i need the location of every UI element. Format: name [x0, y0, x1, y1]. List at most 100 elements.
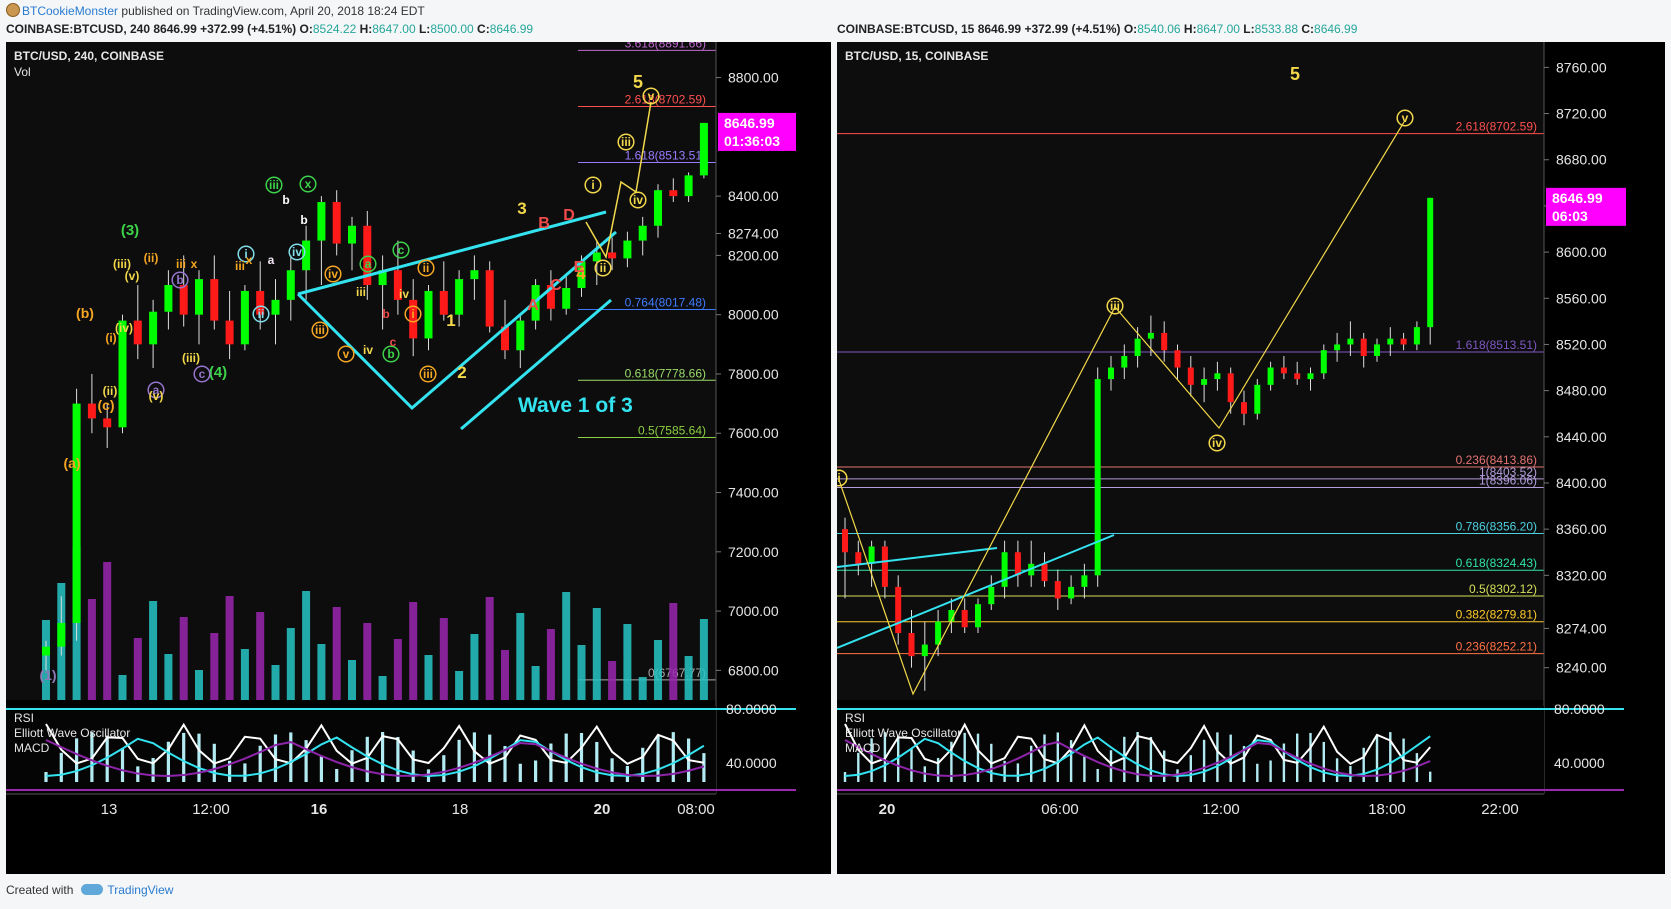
signal-line	[844, 739, 1431, 777]
wedge-upper	[297, 210, 607, 296]
price-axis-label: 8274.00	[728, 225, 779, 241]
wave-circle	[1106, 297, 1124, 315]
candle-body	[1294, 373, 1301, 380]
wave-label: x	[246, 253, 253, 267]
wave-circle	[404, 305, 422, 323]
wave-circle	[419, 365, 437, 383]
candle-body	[302, 240, 311, 271]
volume-bar	[470, 634, 479, 700]
chart-240-svg[interactable]: 3.618(8891.66) 2.618(8702.59) 1.618(8513.5…	[6, 42, 831, 874]
volume-bar	[546, 629, 555, 700]
wave-label: (1)	[39, 667, 56, 683]
osc-tick: 40.0000	[726, 755, 777, 771]
candle-body	[393, 270, 402, 300]
volume-bar	[684, 656, 693, 700]
wave-label: 5	[633, 72, 643, 92]
price-axis-label: 7600.00	[728, 425, 779, 441]
candle-body	[868, 546, 875, 564]
wave-label: x	[191, 257, 198, 271]
candle-body	[103, 418, 112, 428]
wave-label: v	[343, 347, 350, 361]
wave-label: (3)	[121, 222, 139, 239]
candle-body	[240, 290, 249, 345]
chart-15[interactable]: 2.618(8702.59) 1.618(8513.51) 0.236(8413.8…	[837, 42, 1665, 874]
candle-body	[1161, 332, 1168, 351]
candle-body	[1413, 327, 1420, 345]
fib-label: 1(8396.06)	[1479, 474, 1537, 488]
chart-240[interactable]: 3.618(8891.66) 2.618(8702.59) 1.618(8513.5…	[6, 42, 831, 874]
wave-label: c	[390, 335, 397, 349]
author-link[interactable]: BTCookieMonster	[22, 4, 119, 18]
wave-label: x	[305, 177, 312, 191]
wave-circle	[1208, 434, 1226, 452]
tradingview-link[interactable]: TradingView	[107, 883, 174, 897]
candle-body	[961, 609, 968, 628]
candle-body	[1280, 367, 1287, 374]
volume-bar	[225, 596, 234, 700]
price-axis-label: 8800.00	[728, 70, 779, 86]
price-axis-label: 8680.00	[1556, 152, 1607, 168]
fib-label: 0.236(8252.21)	[1456, 640, 1537, 654]
price-tag-box	[718, 112, 796, 151]
wave-circle	[147, 381, 165, 399]
fib-label: 0.786(8356.20)	[1456, 520, 1537, 534]
wave-label: iii	[315, 323, 325, 337]
quote-line-left: COINBASE:BTCUSD, 240 8646.99 +372.99 (+4…	[6, 22, 534, 36]
price-axis-label: 8760.00	[1556, 59, 1607, 75]
candle-body	[1254, 384, 1261, 414]
candle-body	[1081, 575, 1088, 587]
candle-body	[895, 586, 902, 634]
price-tag-label: 8646.99	[724, 115, 775, 131]
oscillator-pane	[6, 706, 716, 794]
candle-body	[133, 320, 142, 345]
volume-bar	[409, 602, 418, 700]
wedge-lower	[296, 230, 617, 411]
wave-label: iii	[621, 135, 631, 149]
wave-path	[585, 101, 652, 260]
volume-bar	[164, 654, 173, 700]
candle-body	[638, 225, 647, 241]
wave-label: iii	[235, 259, 245, 273]
time-axis-label: 12:00	[192, 801, 230, 818]
candle-body	[439, 290, 448, 315]
time-axis-label: 06:00	[1041, 801, 1079, 818]
volume-bar	[654, 640, 662, 700]
volume-bar	[271, 665, 280, 700]
time-axis-label: 20	[594, 801, 611, 818]
close-value: 8646.99	[489, 22, 534, 36]
fib-label: 0.382(8279.81)	[1456, 608, 1537, 622]
wave-circle	[237, 245, 255, 263]
fib-label: 0.618(7778.66)	[625, 366, 706, 380]
change-value: +372.99 (+4.51%)	[1024, 22, 1121, 36]
osc-label: RSI	[845, 711, 865, 725]
plot-background	[6, 42, 716, 700]
wave-label: (iv)	[115, 321, 133, 335]
candle-body	[1267, 367, 1274, 385]
volume-bar	[256, 612, 265, 700]
wave-circle	[584, 176, 602, 194]
wave-label: B	[538, 215, 550, 232]
osc-label: MACD	[845, 741, 881, 755]
volume-bar	[240, 649, 249, 700]
time-axis-bg	[837, 794, 1634, 874]
price-axis-label: 8400.00	[1556, 475, 1607, 491]
wave-label: D	[563, 207, 575, 224]
price-axis-label: 7400.00	[728, 485, 779, 501]
fib-label: 0.764(8017.48)	[625, 296, 706, 310]
chart-title: BTC/USD, 240, COINBASE	[14, 49, 164, 63]
wave-label: 1	[446, 311, 455, 330]
price-axis-label: 8274.00	[1556, 620, 1607, 636]
osc-label: Elliott Wave Oscillator	[14, 726, 130, 740]
candle-body	[42, 646, 50, 656]
volume-bar	[424, 655, 433, 700]
chart-15-svg[interactable]: 2.618(8702.59) 1.618(8513.51) 0.236(8413.8…	[837, 42, 1665, 874]
wave-circle	[382, 345, 400, 363]
wave-label: 2	[457, 363, 466, 382]
candle-body	[608, 252, 617, 259]
candle-body	[1227, 373, 1234, 403]
candle-body	[424, 290, 433, 339]
candle-body	[1307, 373, 1314, 380]
candle-body	[988, 586, 995, 605]
candle-body	[516, 320, 525, 351]
osc-tick: 80.0000	[726, 701, 777, 717]
